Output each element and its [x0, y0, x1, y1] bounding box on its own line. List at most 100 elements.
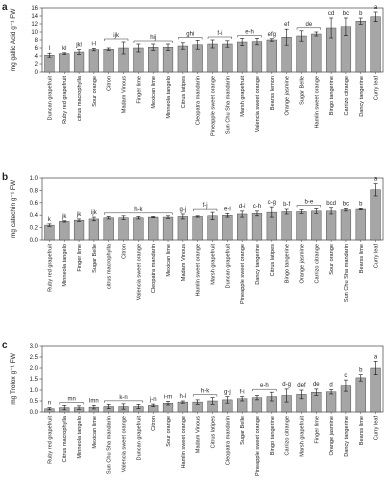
x-tick-label: Sun Chu Sha mandarin: [344, 244, 350, 302]
bar: [340, 209, 352, 241]
x-tick-label: Cleopatra mandarin: [196, 76, 202, 125]
y-tick-label: 4: [35, 54, 39, 60]
x-tick-label: Curry leaf: [374, 416, 380, 441]
y-tick-label: 16: [31, 6, 38, 12]
x-tick-label: Citron: [107, 76, 113, 91]
significance-letter: h-l: [180, 394, 187, 400]
x-tick-label: Dancy tangerine: [359, 76, 365, 117]
x-tick-label: Sour orange: [329, 244, 335, 275]
x-tick-label: Marsh grapefruit: [240, 76, 246, 117]
x-tick-label: Mexican lime: [166, 244, 172, 277]
significance-letter: bc: [343, 201, 349, 207]
x-tick-label: Minneola tangelo: [166, 76, 172, 119]
y-tick-label: 8: [35, 38, 39, 44]
y-tick-label: 0.5: [30, 399, 39, 405]
bar: [59, 221, 70, 241]
bar: [355, 377, 366, 413]
bar: [148, 216, 159, 241]
bar: [311, 210, 322, 241]
x-tick-label: Bingo tangerine: [285, 244, 291, 283]
x-tick-label: Orange jasmine: [299, 244, 305, 284]
bar: [355, 21, 366, 73]
y-tick-label: 2.5: [30, 355, 39, 361]
significance-letter: j-n: [149, 397, 157, 403]
bar: [73, 219, 85, 241]
bar: [355, 208, 366, 241]
significance-letter: kl: [62, 46, 66, 52]
significance-letter: k-n: [119, 395, 127, 401]
letter-bracket: [192, 394, 218, 397]
x-tick-label: Finger lime: [77, 244, 83, 272]
significance-letter: g-j: [180, 207, 187, 213]
letter-bracket: [104, 400, 144, 403]
y-axis-label: mg catechin g⁻¹ FW: [10, 179, 17, 238]
significance-letter: e-h: [245, 29, 254, 35]
x-tick-label: Ruby red grapefruit: [47, 244, 53, 292]
x-tick-label: Citrus latipes: [181, 76, 187, 109]
x-tick-label: Madam Vinous: [181, 244, 187, 281]
bar: [118, 217, 129, 241]
x-tick-label: Bingo tangerine: [329, 76, 335, 115]
x-tick-label: Minneola tangelo: [62, 244, 68, 287]
x-tick-label: Finger lime: [314, 416, 320, 444]
significance-letter: f-j: [203, 203, 208, 209]
y-tick-label: 12: [31, 22, 38, 28]
y-tick-label: 6: [35, 46, 39, 52]
x-tick-label: Carrizo citrange: [285, 416, 291, 455]
significance-letter: i-l: [92, 41, 97, 47]
bar: [311, 33, 322, 73]
bar: [177, 216, 188, 241]
x-tick-label: Citrus latipes: [211, 416, 217, 449]
significance-letter: de: [313, 382, 320, 388]
x-tick-label: Duncan grapefruit: [47, 76, 53, 121]
significance-letter: b-e: [305, 199, 314, 205]
x-tick-label: Valencia sweet orange: [122, 416, 128, 472]
bar: [370, 189, 381, 241]
y-tick-label: 1.0: [30, 388, 39, 394]
x-tick-label: Orange jasmine: [329, 416, 335, 456]
bar: [103, 49, 114, 73]
x-tick-label: Citron: [122, 244, 128, 259]
x-tick-label: Hamlin sweet orange: [196, 244, 202, 297]
significance-letter: b: [359, 11, 363, 17]
x-tick-label: Hamlin sweet orange: [314, 76, 320, 129]
letter-bracket: [237, 35, 262, 38]
y-tick-label: 0.0: [30, 410, 39, 416]
significance-letter: a: [374, 177, 378, 183]
significance-letter: ijk: [113, 33, 120, 39]
bar: [177, 45, 188, 73]
significance-letter: bcd: [326, 201, 336, 207]
significance-letter: d-i: [239, 204, 246, 210]
x-tick-label: Sour orange: [92, 76, 98, 107]
x-tick-label: Duncan grapefruit: [225, 244, 231, 289]
x-tick-label: citrus macrophylla: [77, 75, 83, 121]
x-tick-label: Carrizo citrange: [344, 76, 350, 115]
y-tick-label: 0.2: [30, 226, 39, 232]
x-tick-label: Carrizo citrange: [314, 244, 320, 283]
panel-label: b: [2, 172, 8, 183]
letter-bracket: [104, 38, 129, 41]
significance-letter: k: [48, 217, 52, 223]
x-tick-label: Citrus macrophylla: [62, 415, 68, 462]
letter-bracket: [296, 205, 321, 208]
x-tick-label: Mexican lime: [92, 416, 98, 449]
x-tick-label: Finger lime: [136, 76, 142, 104]
x-tick-label: Madam Vinous: [122, 76, 128, 113]
significance-letter: l: [49, 46, 50, 52]
significance-letter: d-g: [282, 382, 291, 388]
significance-letter: b-f: [283, 202, 290, 208]
bar: [103, 217, 114, 241]
x-tick-label: Pineapple sweet orange: [240, 244, 246, 304]
y-tick-label: 3.0: [30, 344, 39, 350]
significance-letter: efg: [268, 32, 276, 38]
significance-letter: f-i: [240, 390, 245, 396]
bar: [251, 213, 263, 241]
significance-letter: c-g: [268, 200, 276, 206]
bar: [237, 41, 248, 73]
bar: [266, 39, 277, 73]
significance-letter: ghi: [186, 31, 194, 37]
x-tick-label: Bearss lemon: [270, 76, 276, 110]
panel-label: c: [2, 340, 8, 351]
bar: [237, 213, 248, 241]
bar: [296, 211, 307, 241]
